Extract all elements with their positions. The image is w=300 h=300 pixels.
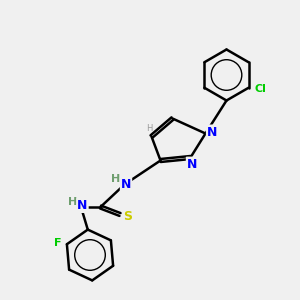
Text: H: H xyxy=(68,196,77,207)
Text: H: H xyxy=(146,124,152,133)
Text: N: N xyxy=(207,125,217,139)
Text: N: N xyxy=(77,199,88,212)
Text: N: N xyxy=(121,178,131,191)
Text: N: N xyxy=(187,158,197,171)
Text: H: H xyxy=(112,174,121,184)
Text: F: F xyxy=(53,238,61,248)
Text: Cl: Cl xyxy=(254,84,266,94)
Text: S: S xyxy=(123,209,132,223)
